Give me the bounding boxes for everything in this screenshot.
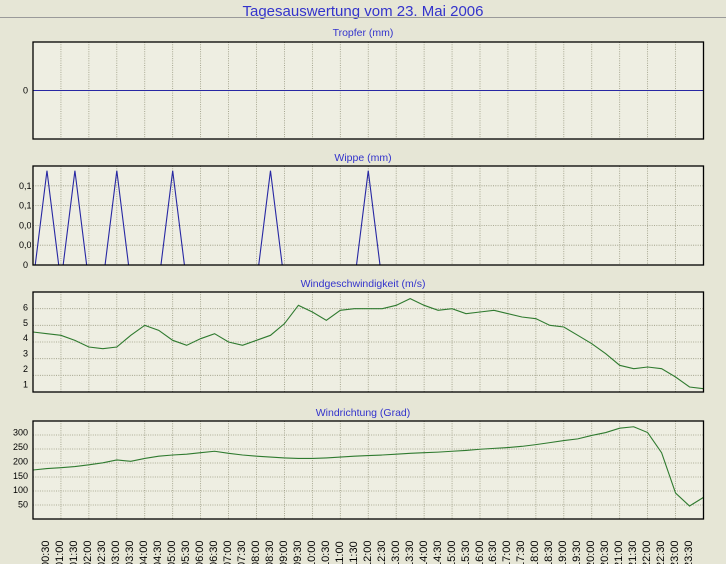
svg-text:4: 4 xyxy=(23,333,28,343)
svg-text:5: 5 xyxy=(23,318,28,328)
svg-text:200: 200 xyxy=(13,456,28,466)
svg-text:300: 300 xyxy=(13,428,28,438)
svg-text:50: 50 xyxy=(18,500,28,510)
svg-text:6: 6 xyxy=(23,302,28,312)
svg-text:0: 0 xyxy=(23,86,28,96)
svg-text:150: 150 xyxy=(13,471,28,481)
svg-text:3: 3 xyxy=(23,349,28,359)
svg-text:2: 2 xyxy=(23,364,28,374)
svg-text:100: 100 xyxy=(13,485,28,495)
svg-text:1: 1 xyxy=(23,379,28,389)
svg-text:250: 250 xyxy=(13,442,28,452)
svg-text:0: 0 xyxy=(23,260,28,270)
